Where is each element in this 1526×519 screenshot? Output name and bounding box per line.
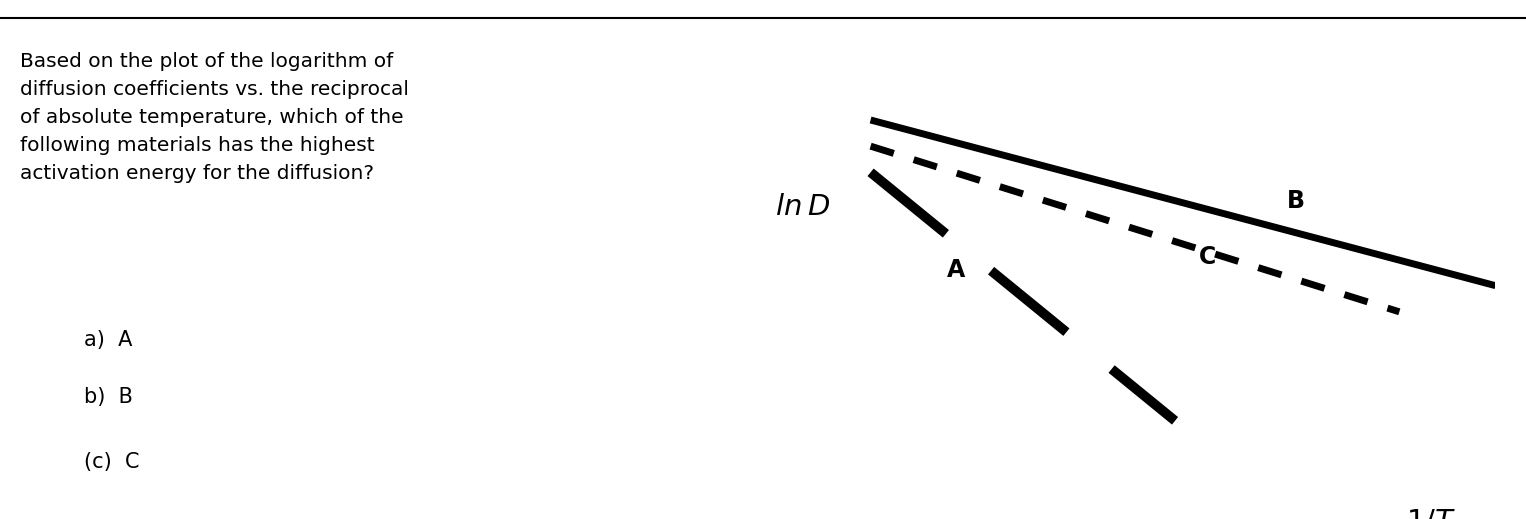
Text: $1/T$: $1/T$ [1407,507,1456,519]
Text: b)  B: b) B [84,387,133,407]
Text: Based on the plot of the logarithm of
diffusion coefficients vs. the reciprocal
: Based on the plot of the logarithm of di… [20,52,409,183]
Text: a)  A: a) A [84,330,133,350]
Text: B: B [1288,188,1305,213]
Text: ln $D$: ln $D$ [775,193,830,221]
Text: A: A [946,258,964,282]
Text: C: C [1199,245,1216,269]
Text: (c)  C: (c) C [84,452,139,472]
